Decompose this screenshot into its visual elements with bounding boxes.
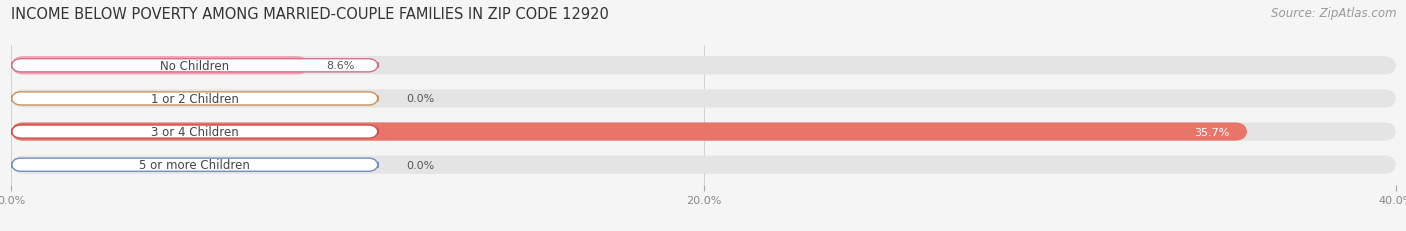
Text: Source: ZipAtlas.com: Source: ZipAtlas.com (1271, 7, 1396, 20)
Text: 35.7%: 35.7% (1195, 127, 1230, 137)
FancyBboxPatch shape (11, 57, 309, 75)
FancyBboxPatch shape (11, 123, 1247, 141)
Text: 3 or 4 Children: 3 or 4 Children (150, 125, 239, 138)
FancyBboxPatch shape (11, 156, 1396, 174)
FancyBboxPatch shape (11, 158, 378, 172)
FancyBboxPatch shape (11, 92, 378, 106)
FancyBboxPatch shape (11, 123, 1396, 141)
FancyBboxPatch shape (11, 59, 378, 73)
Text: No Children: No Children (160, 60, 229, 73)
Text: 0.0%: 0.0% (406, 160, 434, 170)
Text: 0.0%: 0.0% (406, 94, 434, 104)
FancyBboxPatch shape (11, 125, 378, 139)
Text: 5 or more Children: 5 or more Children (139, 158, 250, 171)
FancyBboxPatch shape (11, 57, 1396, 75)
Text: INCOME BELOW POVERTY AMONG MARRIED-COUPLE FAMILIES IN ZIP CODE 12920: INCOME BELOW POVERTY AMONG MARRIED-COUPL… (11, 7, 609, 22)
FancyBboxPatch shape (11, 90, 1396, 108)
Text: 1 or 2 Children: 1 or 2 Children (150, 93, 239, 106)
Text: 8.6%: 8.6% (326, 61, 354, 71)
